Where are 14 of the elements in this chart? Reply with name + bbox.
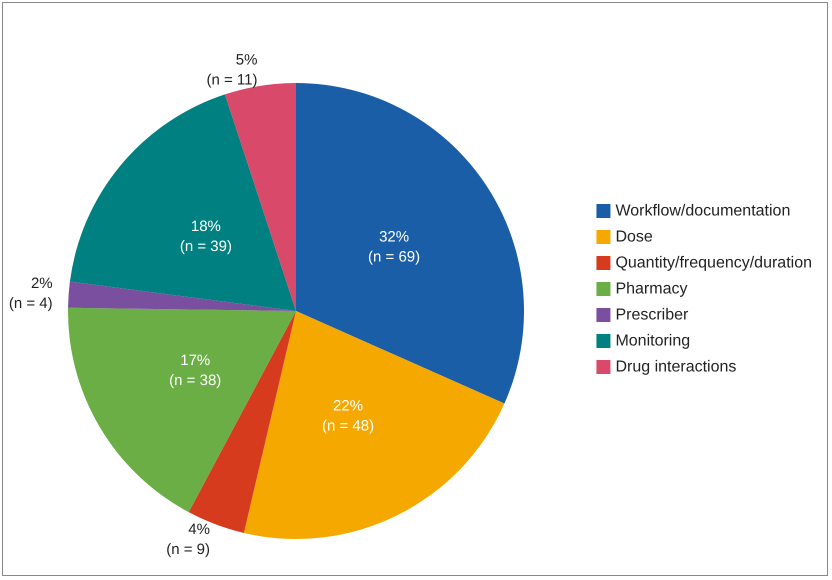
legend-label: Monitoring <box>615 332 690 350</box>
data-label: 5% (n = 11) <box>206 52 258 89</box>
data-label: 22% (n = 48) <box>322 397 374 434</box>
data-label: 18% (n = 39) <box>180 218 232 255</box>
legend-label: Drug interactions <box>615 358 736 376</box>
legend-label: Quantity/frequency/duration <box>615 254 812 272</box>
legend-label: Dose <box>615 228 653 246</box>
data-label: 17% (n = 38) <box>169 352 222 389</box>
data-label: 4% (n = 9) <box>166 520 210 558</box>
legend-label: Pharmacy <box>615 280 688 298</box>
data-label: 32% (n = 69) <box>368 228 420 266</box>
legend-label: Workflow/documentation <box>615 202 790 220</box>
data-label: 2% (n = 4) <box>8 274 53 312</box>
legend-label: Prescriber <box>615 306 690 324</box>
